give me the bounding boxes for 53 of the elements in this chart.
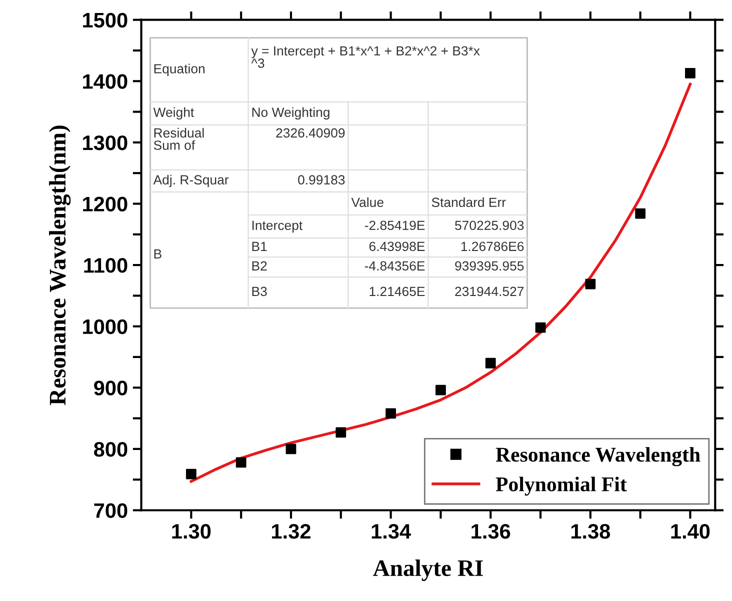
annotation: Weight: [153, 107, 194, 120]
point: [635, 208, 646, 219]
annotation: 939395.955: [455, 261, 524, 271]
annotation: y = Intercept + B1*x^1 + B2*x^2 + B3*x ^3: [251, 46, 480, 68]
annotation: -4.84356E: [364, 261, 425, 271]
y-tick-label: 1300: [83, 135, 128, 150]
annotation: Equation: [154, 64, 205, 76]
annotation: B1: [252, 242, 267, 251]
annotation: 1.26786E6: [461, 242, 524, 252]
point: [336, 427, 346, 438]
annotation: 231944.527: [455, 286, 524, 296]
y-tick-label: 800: [94, 442, 128, 457]
y-axis-title: Resonance Wavelength(nm): [49, 126, 71, 406]
annotation: 0.99183: [298, 175, 345, 185]
x-tick-label: 1.32: [272, 524, 310, 539]
y-tick-label: 1100: [84, 258, 128, 273]
annotation: Standard Err: [432, 197, 506, 208]
annotation: B2: [252, 261, 267, 270]
annotation: Adj. R-Squar: [153, 174, 229, 188]
annotation: Residual Sum of: [154, 128, 204, 150]
annotation: 6.43998E: [369, 242, 425, 252]
y-tick-label: 1000: [83, 319, 128, 334]
point: [386, 408, 396, 419]
point: [186, 468, 196, 480]
annotation: 2326.40909: [276, 128, 345, 138]
point: [436, 384, 446, 396]
annotation: B3: [252, 286, 267, 296]
annotation: -2.85419E: [364, 220, 425, 230]
annotation: 570225.903: [455, 220, 524, 230]
y-tick-label: 1200: [83, 196, 128, 212]
y-tick-label: 1500: [83, 12, 128, 28]
annotation: Intercept: [252, 220, 302, 233]
y-tick-label: 900: [94, 380, 128, 396]
annotation: B: [154, 249, 162, 258]
point: [585, 278, 596, 290]
x-tick-label: 1.34: [372, 524, 411, 539]
y-tick-label: 1400: [83, 74, 128, 89]
x-tick-label: 1.36: [472, 524, 510, 539]
point: [286, 444, 296, 454]
point: [236, 457, 246, 468]
x-tick-label: 1.40: [671, 524, 710, 539]
annotation: 1.21465E: [370, 286, 425, 296]
legend-label: Polynomial Fit: [496, 476, 627, 496]
annotation: No Weighting: [252, 107, 330, 120]
x-axis-title: Analyte RI: [373, 560, 483, 582]
point: [535, 322, 546, 333]
x-tick-label: 1.38: [571, 524, 610, 539]
point: [485, 358, 496, 368]
y-tick-label: 700: [94, 503, 128, 518]
x-tick-label: 1.30: [172, 524, 211, 539]
annotation: Value: [351, 197, 384, 208]
point: [685, 68, 696, 78]
legend-label: Resonance Wavelength: [496, 447, 700, 466]
